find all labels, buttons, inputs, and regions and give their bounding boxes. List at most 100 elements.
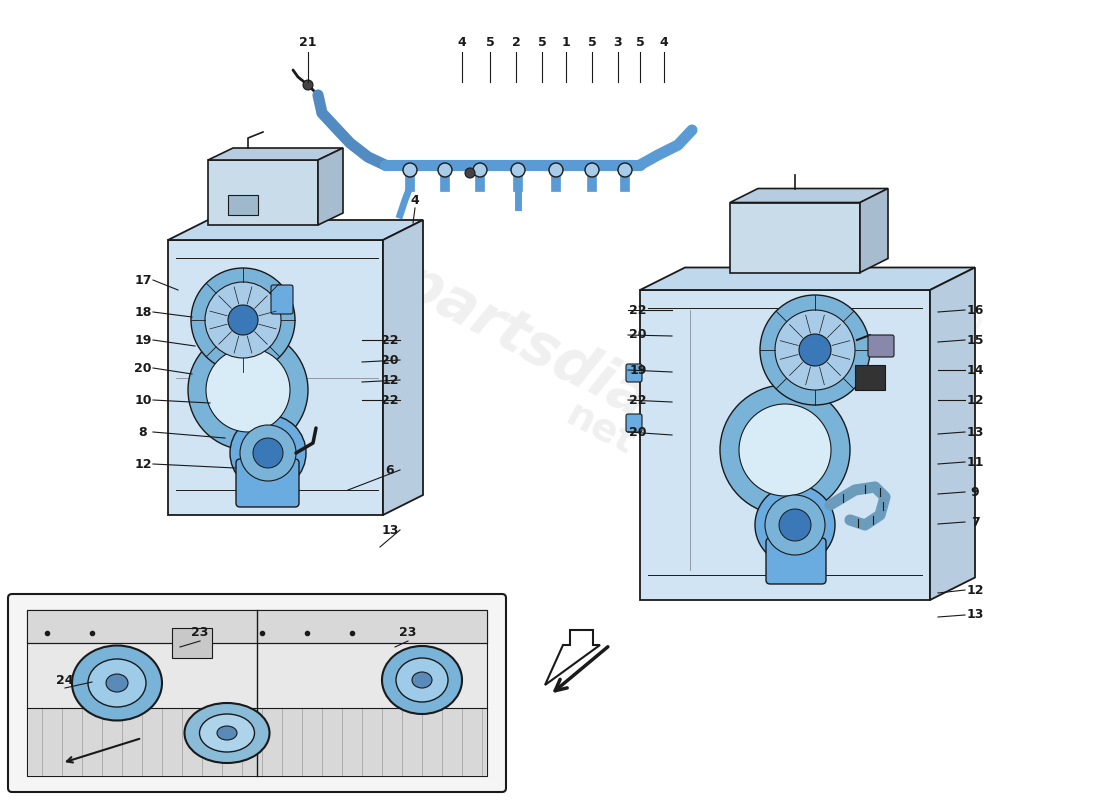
Ellipse shape	[396, 658, 448, 702]
Polygon shape	[208, 160, 318, 225]
Circle shape	[206, 348, 290, 432]
Polygon shape	[28, 610, 487, 643]
Text: 20: 20	[629, 426, 647, 438]
Text: 1: 1	[562, 35, 571, 49]
Text: 22: 22	[382, 394, 398, 406]
Bar	[172, 628, 212, 658]
Text: 5: 5	[636, 35, 645, 49]
Text: 3: 3	[614, 35, 623, 49]
Polygon shape	[28, 708, 487, 776]
Text: 12: 12	[966, 583, 983, 597]
FancyBboxPatch shape	[766, 538, 826, 584]
Text: 12: 12	[134, 458, 152, 470]
Text: 19: 19	[134, 334, 152, 346]
Text: 12: 12	[966, 394, 983, 406]
Text: 13: 13	[382, 523, 398, 537]
Circle shape	[473, 163, 487, 177]
Text: 5: 5	[587, 35, 596, 49]
FancyBboxPatch shape	[8, 594, 506, 792]
Circle shape	[228, 305, 258, 335]
Polygon shape	[168, 240, 383, 515]
Text: 22: 22	[382, 334, 398, 346]
Circle shape	[720, 385, 850, 515]
Circle shape	[188, 330, 308, 450]
Circle shape	[403, 163, 417, 177]
Text: 13: 13	[966, 609, 983, 622]
Polygon shape	[544, 630, 600, 685]
Polygon shape	[208, 148, 343, 160]
Text: 5: 5	[485, 35, 494, 49]
Text: 6: 6	[386, 463, 394, 477]
Polygon shape	[28, 610, 487, 776]
Polygon shape	[640, 267, 975, 290]
Ellipse shape	[106, 674, 128, 692]
Circle shape	[779, 509, 811, 541]
Circle shape	[755, 485, 835, 565]
Text: 20: 20	[629, 329, 647, 342]
Polygon shape	[168, 220, 424, 240]
Text: 22: 22	[629, 303, 647, 317]
Text: 18: 18	[134, 306, 152, 318]
Circle shape	[512, 163, 525, 177]
Polygon shape	[640, 290, 930, 600]
Text: 20: 20	[382, 354, 398, 366]
Text: 4: 4	[660, 35, 669, 49]
Polygon shape	[730, 189, 888, 202]
FancyBboxPatch shape	[271, 285, 293, 314]
Text: 21: 21	[299, 35, 317, 49]
Circle shape	[760, 295, 870, 405]
FancyBboxPatch shape	[236, 459, 299, 507]
Circle shape	[302, 80, 313, 90]
Ellipse shape	[412, 672, 432, 688]
Text: 11: 11	[966, 455, 983, 469]
Circle shape	[776, 310, 855, 390]
Polygon shape	[860, 189, 888, 273]
Text: net: net	[559, 396, 641, 464]
Circle shape	[240, 425, 296, 481]
Text: 8: 8	[139, 426, 147, 438]
Polygon shape	[930, 267, 975, 600]
Text: partsdiagram
   .net: partsdiagram .net	[814, 245, 986, 355]
Text: partsdiagram: partsdiagram	[390, 250, 810, 510]
Polygon shape	[383, 220, 424, 515]
Circle shape	[618, 163, 632, 177]
FancyBboxPatch shape	[868, 335, 894, 357]
Text: 23: 23	[399, 626, 417, 639]
Text: 13: 13	[966, 426, 983, 438]
Text: 17: 17	[134, 274, 152, 286]
Polygon shape	[318, 148, 343, 225]
Text: 2: 2	[512, 35, 520, 49]
FancyBboxPatch shape	[626, 364, 642, 382]
FancyBboxPatch shape	[626, 414, 642, 432]
Text: 5: 5	[538, 35, 547, 49]
Circle shape	[549, 163, 563, 177]
Text: 23: 23	[191, 626, 209, 639]
Circle shape	[764, 495, 825, 555]
Text: 9: 9	[970, 486, 979, 498]
Text: 7: 7	[970, 515, 979, 529]
Text: 10: 10	[134, 394, 152, 406]
Ellipse shape	[199, 714, 254, 752]
Text: 15: 15	[966, 334, 983, 346]
Circle shape	[438, 163, 452, 177]
Text: 4: 4	[458, 35, 466, 49]
Bar	[855, 365, 886, 390]
Circle shape	[799, 334, 830, 366]
Bar	[228, 195, 258, 215]
Text: 19: 19	[629, 363, 647, 377]
Circle shape	[465, 168, 475, 178]
Ellipse shape	[382, 646, 462, 714]
Circle shape	[230, 415, 306, 491]
Text: 14: 14	[966, 363, 983, 377]
Text: 12: 12	[382, 374, 398, 386]
Text: 16: 16	[966, 303, 983, 317]
Circle shape	[191, 268, 295, 372]
Circle shape	[585, 163, 600, 177]
Text: 22: 22	[629, 394, 647, 406]
Ellipse shape	[185, 703, 270, 763]
Ellipse shape	[72, 646, 162, 721]
Ellipse shape	[217, 726, 236, 740]
Polygon shape	[730, 202, 860, 273]
Text: 4: 4	[410, 194, 419, 206]
Text: 24: 24	[56, 674, 74, 686]
